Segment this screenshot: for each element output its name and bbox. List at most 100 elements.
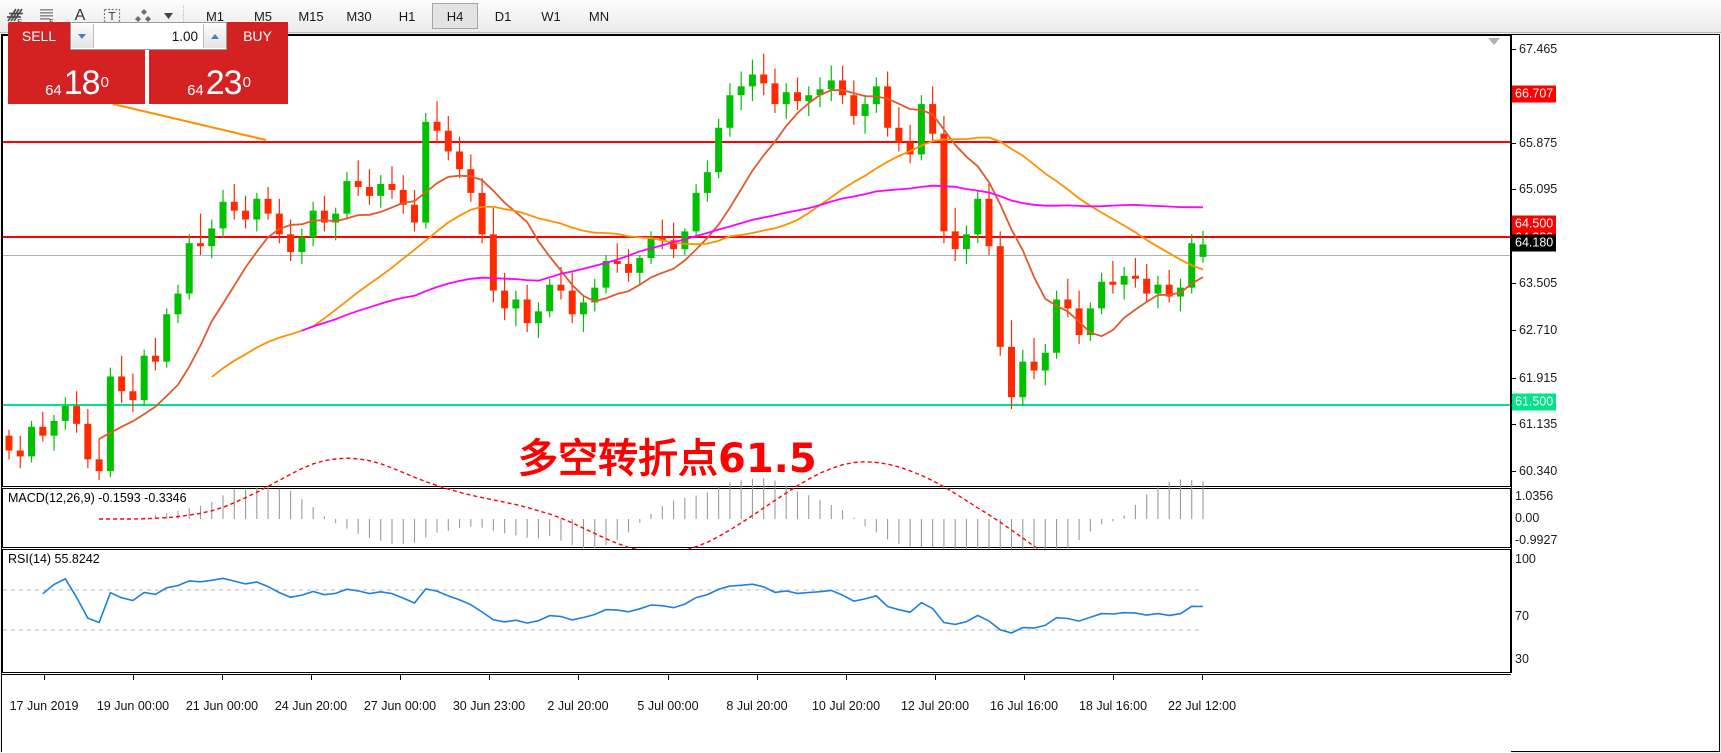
price-tag-support-61500: 61.500 [1512,393,1557,411]
time-axis-label: 18 Jul 16:00 [1078,699,1148,713]
time-axis-label: 21 Jun 00:00 [185,699,259,713]
timeframe-d1[interactable]: D1 [494,8,512,24]
timeframe-group: M1 M5 M15 M30 H1 H4 D1 W1 MN [191,3,623,29]
time-axis-label: 2 Jul 20:00 [547,699,609,713]
volume-increase-icon[interactable] [203,24,226,48]
price-tick [1511,423,1516,425]
volume-decrease-icon[interactable] [71,24,94,48]
rsi-scale-label: 70 [1515,609,1529,623]
time-tick [222,675,223,680]
timeframe-h1[interactable]: H1 [398,8,416,24]
time-tick [757,675,758,680]
bid-line-64180 [3,255,1510,256]
support-line-61500 [3,404,1510,406]
price-tick-label: 61.915 [1519,370,1558,385]
macd-scale-label: -0.9927 [1515,533,1558,547]
price-tick-label: 65.095 [1519,182,1558,197]
price-tag-resistance-66707: 66.707 [1512,85,1557,103]
time-axis-label: 12 Jul 20:00 [900,699,970,713]
price-tick [1511,143,1516,145]
timeframe-m5[interactable]: M5 [253,8,273,24]
chart-annotation-text: 多空转折点61.5 [518,436,817,482]
time-axis-label: 10 Jul 20:00 [811,699,881,713]
resistance-line-66707 [3,141,1510,143]
time-tick [578,675,579,680]
time-tick [1113,675,1114,680]
pane-collapse-icon[interactable] [1488,38,1500,45]
candlestick-series [5,53,1207,481]
chart-drawings [112,103,267,141]
toolbar-separator [183,5,184,27]
text-tool-icon[interactable]: A [74,7,86,24]
timeframe-m1[interactable]: M1 [205,8,225,24]
timeframe-m30[interactable]: M30 [346,8,372,24]
time-axis-label: 17 Jun 2019 [9,699,79,713]
timeframe-m15[interactable]: M15 [298,8,324,24]
price-tick-label: 63.505 [1519,276,1558,291]
price-scale-axis [1511,35,1512,673]
price-tick-label: 61.135 [1519,416,1558,431]
svg-text:T: T [108,10,116,23]
time-tick [1202,675,1203,680]
buy-price-fraction: 0 [242,74,251,91]
time-tick [846,675,847,680]
timeframe-w1[interactable]: W1 [541,8,561,24]
macd-series [99,457,1204,587]
rsi-label: RSI(14) 55.8242 [8,552,100,566]
time-tick [935,675,936,680]
price-tick-label: 67.465 [1519,41,1558,56]
macd-label: MACD(12,26,9) -0.1593 -0.3346 [8,491,187,505]
price-pane[interactable]: UKOil-,H4 63.970 64.410 63.870 64.180 多空… [2,35,1511,487]
time-tick [400,675,401,680]
buy-price-main: 23 [205,64,243,102]
quotes-row: 64 18 0 64 23 0 [8,50,288,104]
time-tick [668,675,669,680]
price-scale[interactable]: 67.465 65.875 65.095 63.505 62.710 61.915 61.1… [1511,35,1719,751]
time-axis-label: 24 Jun 20:00 [274,699,348,713]
rsi-pane[interactable]: RSI(14) 55.8242 [2,549,1511,673]
timeframe-mn[interactable]: MN [588,8,610,24]
price-tag-resistance-64500: 64.500 [1512,215,1557,233]
objects-dropdown-caret[interactable] [160,3,176,29]
price-tag-current-64180: 64.180 [1512,234,1557,252]
price-tick [1511,377,1516,379]
price-tick [1511,189,1516,191]
one-click-trading-panel[interactable]: SELL 1.00 BUY 64 18 0 64 23 0 [8,22,288,104]
price-tick [1511,470,1516,472]
time-tick [133,675,134,680]
buy-button[interactable]: BUY [227,22,288,50]
time-axis-label: 16 Jul 16:00 [989,699,1059,713]
macd-scale-label: 0.00 [1515,511,1540,525]
price-tick-label: 65.875 [1519,136,1558,151]
sell-price-fraction: 0 [100,74,109,91]
sell-price-main: 18 [63,64,101,102]
label-tool-icon[interactable]: T [96,3,128,29]
sell-button[interactable]: SELL [8,22,70,50]
time-tick [44,675,45,680]
buy-price-quote[interactable]: 64 23 0 [149,50,288,104]
price-tick [1511,330,1516,332]
time-tick [1024,675,1025,680]
rsi-series [3,577,1204,634]
time-axis-label: 30 Jun 23:00 [452,699,526,713]
time-tick [489,675,490,680]
time-tick [311,675,312,680]
time-axis[interactable]: 17 Jun 2019 19 Jun 00:00 21 Jun 00:00 24 Ju… [2,674,1511,753]
timeframe-h4[interactable]: H4 [432,3,478,29]
time-axis-label: 19 Jun 00:00 [96,699,170,713]
price-tick-label: 60.340 [1519,463,1558,478]
price-tick [1511,283,1516,285]
macd-pane[interactable]: MACD(12,26,9) -0.1593 -0.3346 [2,457,1511,587]
chart-area[interactable]: UKOil-,H4 63.970 64.410 63.870 64.180 多空… [1,34,1720,753]
volume-input[interactable]: 1.00 [70,22,227,50]
price-tick-label: 62.710 [1519,323,1558,338]
objects-icon[interactable] [128,3,160,29]
sell-price-quote[interactable]: 64 18 0 [8,50,145,104]
volume-value[interactable]: 1.00 [171,28,198,44]
time-axis-label: 8 Jul 20:00 [726,699,788,713]
trade-buttons-row: SELL 1.00 BUY [8,22,288,50]
macd-scale-label: 1.0356 [1515,489,1554,503]
sell-price-prefix: 64 [45,82,62,99]
price-tick [1511,48,1516,50]
buy-price-prefix: 64 [187,82,204,99]
